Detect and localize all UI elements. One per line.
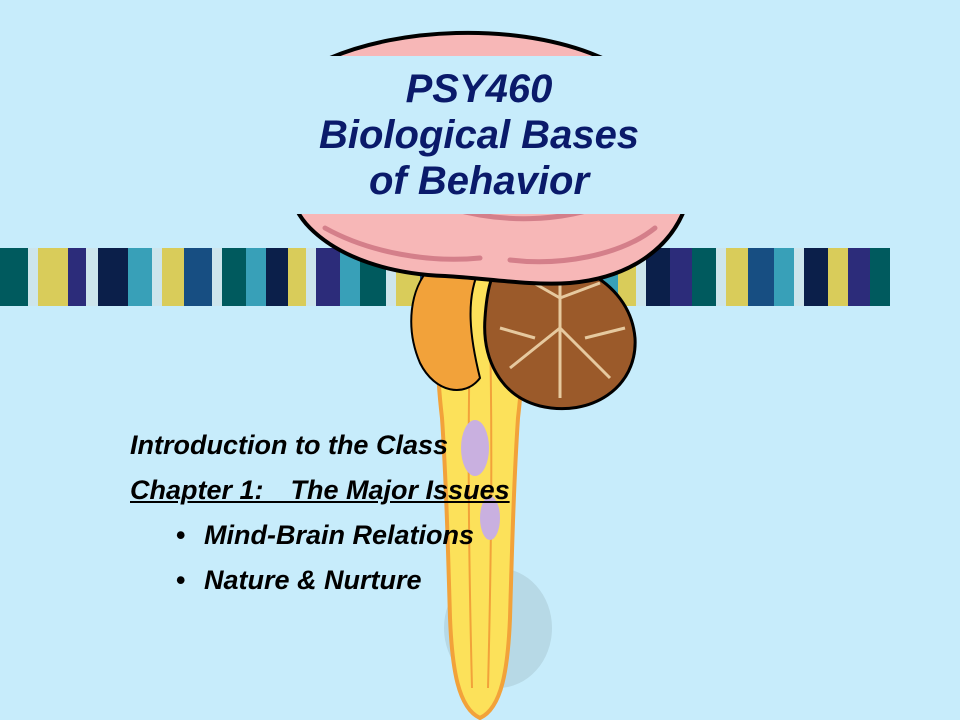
bullet-list: Mind-Brain Relations Nature & Nurture: [176, 520, 830, 596]
chapter-line: Chapter 1: The Major Issues: [130, 475, 830, 506]
slide: PSY460 Biological Bases of Behavior Intr…: [0, 0, 960, 720]
body-text: Introduction to the Class Chapter 1: The…: [130, 430, 830, 610]
list-item: Nature & Nurture: [176, 565, 830, 596]
slide-title: PSY460 Biological Bases of Behavior: [319, 66, 639, 204]
list-item: Mind-Brain Relations: [176, 520, 830, 551]
title-box: PSY460 Biological Bases of Behavior: [263, 56, 695, 214]
intro-line: Introduction to the Class: [130, 430, 830, 461]
midbrain: [411, 268, 480, 390]
